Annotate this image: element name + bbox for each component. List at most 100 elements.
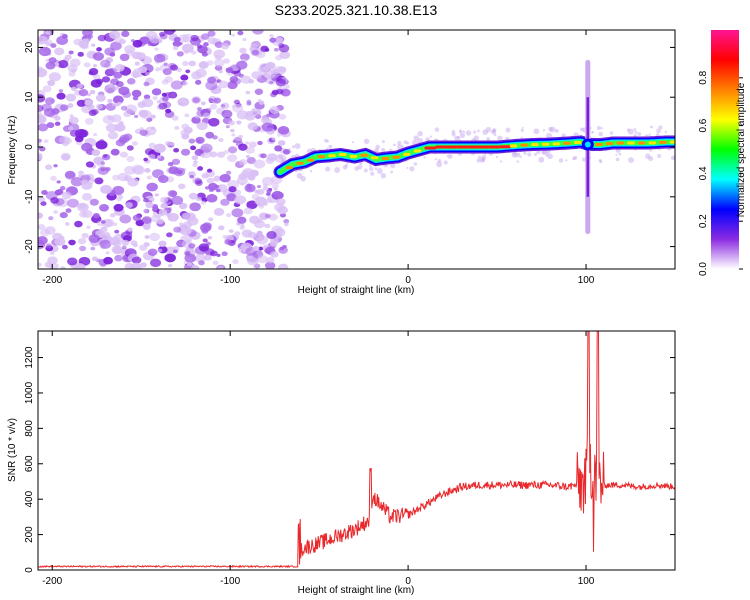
ridge-halo-dot [309,170,313,173]
colorbar-ticks: 0.0 0.2 0.4 0.6 0.8 [698,70,743,276]
ridge-halo-dot [479,157,486,163]
noise-blob [50,175,57,181]
noise-blob [184,113,190,118]
ridge-halo-dot [451,132,456,137]
x-tick-label: 0 [405,576,411,587]
noise-blob [232,259,239,265]
noise-blob [213,207,225,216]
ridge-halo-dot [541,150,545,154]
colorbar-tick-label: 0.0 [698,262,709,276]
noise-blob [117,101,122,105]
noise-blob [58,89,64,93]
noise-blob [221,251,228,257]
noise-blob [183,126,193,134]
noise-blob [173,147,180,153]
noise-blob [258,246,264,251]
noise-blob [254,112,259,116]
noise-blob [231,133,236,137]
noise-blob [208,217,214,222]
ridge-halo-dot [670,155,675,161]
noise-blob [195,136,205,144]
noise-blob [264,213,271,219]
noise-blob [172,40,181,47]
noise-blob [81,193,93,201]
noise-blob [59,104,69,111]
noise-blob [154,193,159,197]
noise-blob [200,200,207,205]
noise-blob [266,189,272,194]
noise-blob [119,53,130,62]
ridge-halo-dot [345,163,349,166]
noise-blob [228,186,237,193]
noise-blob [216,151,226,158]
ridge-halo-dot [363,138,370,145]
noise-blob [266,231,277,240]
noise-blob [145,71,150,76]
noise-blob [119,65,125,70]
noise-blob [269,80,274,85]
ridge-halo-dot [527,152,532,157]
noise-blob [104,47,115,56]
noise-blob [61,153,71,161]
noise-blob [195,196,202,202]
noise-blob [113,71,123,79]
noise-blob [247,255,253,260]
noise-blob [124,262,134,269]
ridge-halo-dot [446,154,449,158]
noise-blob [149,35,161,44]
noise-blob [194,253,206,263]
noise-blob [245,141,250,145]
noise-blob [242,38,247,42]
ridge-halo-dot [495,155,499,159]
noise-blob [48,57,57,64]
noise-blob [43,139,49,144]
y-tick-label: 10 [24,91,35,103]
noise-blob [81,232,89,239]
noise-blob [38,35,48,45]
noise-blob [251,71,262,80]
ridge-halo-dot [412,140,418,146]
noise-blob [156,155,162,159]
noise-blob [178,224,189,232]
noise-blob [143,197,149,203]
spectral-ridge [273,59,675,235]
colorbar-gradient [711,30,739,269]
y-tick-label: 1000 [24,381,35,404]
noise-blob [131,51,142,60]
noise-blob [231,208,244,218]
noise-blob [38,138,43,143]
noise-blob [278,44,290,53]
ridge-halo-dot [296,172,303,179]
noise-blob [202,238,208,243]
noise-blob [96,159,106,167]
spike-center-inner [584,141,591,148]
noise-blob [182,61,189,66]
noise-blob [119,214,132,224]
noise-blob [44,261,53,268]
noise-blob [167,190,177,198]
noise-blob [246,200,258,210]
noise-blob [124,104,138,114]
noise-blob [225,67,234,73]
noise-blob [56,180,61,184]
noise-blob [107,131,119,140]
ridge-halo-dot [542,129,546,132]
noise-blob [188,192,198,200]
noise-blob [265,157,275,164]
noise-blob [64,170,76,179]
noise-blob [257,140,263,146]
noise-blob [59,211,68,219]
noise-blob [200,143,213,153]
noise-blob [38,262,42,267]
noise-blob [143,157,149,162]
noise-blob [262,186,269,191]
noise-blob [257,255,268,264]
noise-blob [143,209,148,213]
noise-blob [68,50,74,55]
noise-blob [207,30,216,37]
ridge-halo-dot [656,128,661,134]
noise-blob [116,196,122,202]
noise-blob [282,148,291,155]
noise-blob [180,74,189,81]
noise-blob [56,92,66,100]
